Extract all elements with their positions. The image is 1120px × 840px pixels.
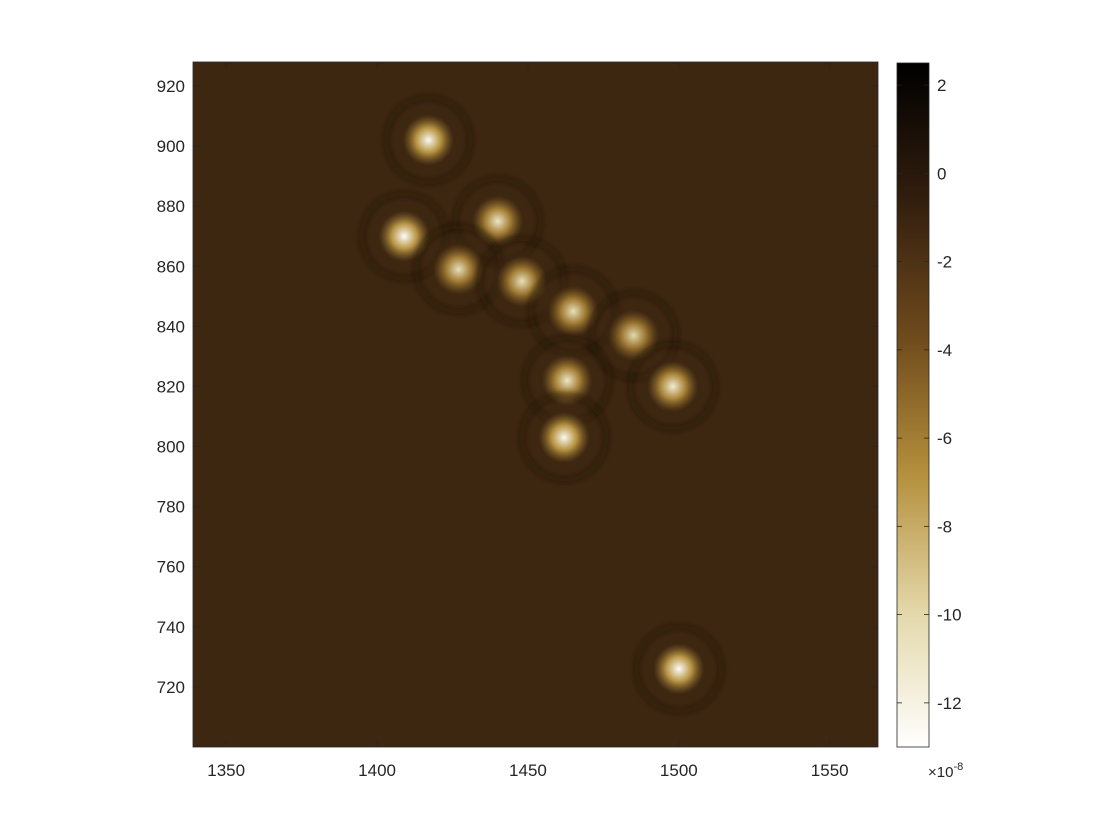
colorbar-tick-label: 2 — [937, 76, 946, 95]
y-tick-label: 760 — [157, 558, 185, 577]
y-tick-label: 860 — [157, 257, 185, 276]
colorbar-tick-label: -4 — [937, 341, 952, 360]
colorbar-tick-label: -6 — [937, 429, 952, 448]
blob — [636, 350, 710, 423]
blob — [368, 200, 441, 273]
y-tick-label: 800 — [157, 438, 185, 457]
y-tick-label: 720 — [157, 678, 185, 697]
colorbar-tick-label: -8 — [937, 517, 952, 536]
x-axis: 1350 1400 1450 1500 1550 — [207, 62, 849, 780]
x-tick-label: 1450 — [509, 761, 547, 780]
blob-halo — [519, 392, 609, 483]
y-tick-label: 920 — [157, 77, 185, 96]
colorbar-ticks: 2 0 -2 -4 -6 -8 -10 -12 — [897, 76, 962, 713]
x-tick-label: 1500 — [660, 761, 698, 780]
y-axis: 720 740 760 780 800 820 840 860 880 900 920 — [157, 77, 878, 697]
blob — [422, 233, 495, 306]
colorbar-tick-label: -10 — [937, 606, 962, 625]
y-tick-label: 900 — [157, 137, 185, 156]
plot-area — [192, 61, 879, 748]
x-tick-label: 1400 — [358, 761, 396, 780]
colorbar-tick-label: -12 — [937, 694, 962, 713]
blob-halo — [628, 341, 718, 432]
y-tick-label: 840 — [157, 317, 185, 336]
blob — [392, 103, 465, 177]
blob-halo — [383, 95, 474, 185]
y-tick-label: 880 — [157, 197, 185, 216]
blob — [597, 299, 670, 372]
y-tick-label: 780 — [157, 498, 185, 517]
colorbar-exponent-power: -8 — [953, 761, 963, 773]
axes-frame — [192, 61, 879, 748]
blob — [642, 632, 716, 706]
x-tick-label: 1550 — [811, 761, 849, 780]
colorbar-exponent: ×10-8 — [928, 761, 963, 781]
blob-halo — [634, 624, 724, 714]
y-tick-label: 820 — [157, 377, 185, 396]
colorbar-gradient — [896, 62, 930, 748]
x-tick-label: 1350 — [207, 761, 245, 780]
y-tick-label: 740 — [157, 618, 185, 637]
blob — [527, 401, 601, 474]
colorbar: 20-2-4-6-8-10-12 ×10-8 — [896, 62, 963, 781]
colorbar-tick-label: -2 — [937, 253, 952, 272]
blob-layer — [359, 95, 724, 714]
colorbar-exponent-base: ×10 — [928, 764, 953, 781]
colorbar-tick-label: 0 — [937, 164, 946, 183]
